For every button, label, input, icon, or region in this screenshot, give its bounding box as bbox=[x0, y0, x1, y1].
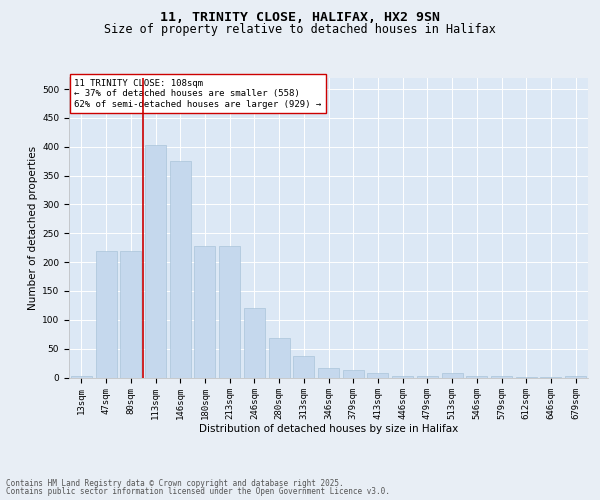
Bar bbox=[71, 376, 92, 378]
Text: 11 TRINITY CLOSE: 108sqm
← 37% of detached houses are smaller (558)
62% of semi-: 11 TRINITY CLOSE: 108sqm ← 37% of detach… bbox=[74, 79, 322, 109]
Bar bbox=[269, 338, 290, 378]
Text: 11, TRINITY CLOSE, HALIFAX, HX2 9SN: 11, TRINITY CLOSE, HALIFAX, HX2 9SN bbox=[160, 11, 440, 24]
Bar bbox=[120, 250, 141, 378]
Y-axis label: Number of detached properties: Number of detached properties bbox=[28, 146, 38, 310]
Bar bbox=[145, 145, 166, 378]
Bar bbox=[343, 370, 364, 378]
Bar bbox=[516, 377, 537, 378]
Bar bbox=[565, 376, 586, 378]
Bar bbox=[293, 356, 314, 378]
Bar bbox=[392, 376, 413, 378]
Text: Contains public sector information licensed under the Open Government Licence v3: Contains public sector information licen… bbox=[6, 487, 390, 496]
Text: Size of property relative to detached houses in Halifax: Size of property relative to detached ho… bbox=[104, 22, 496, 36]
Bar bbox=[417, 376, 438, 378]
Bar bbox=[466, 376, 487, 378]
Bar bbox=[318, 368, 339, 378]
Bar bbox=[442, 374, 463, 378]
X-axis label: Distribution of detached houses by size in Halifax: Distribution of detached houses by size … bbox=[199, 424, 458, 434]
Bar bbox=[219, 246, 240, 378]
Bar bbox=[170, 161, 191, 378]
Bar bbox=[541, 377, 562, 378]
Bar bbox=[95, 250, 116, 378]
Bar bbox=[244, 308, 265, 378]
Text: Contains HM Land Registry data © Crown copyright and database right 2025.: Contains HM Land Registry data © Crown c… bbox=[6, 478, 344, 488]
Bar bbox=[194, 246, 215, 378]
Bar bbox=[491, 376, 512, 378]
Bar bbox=[367, 374, 388, 378]
